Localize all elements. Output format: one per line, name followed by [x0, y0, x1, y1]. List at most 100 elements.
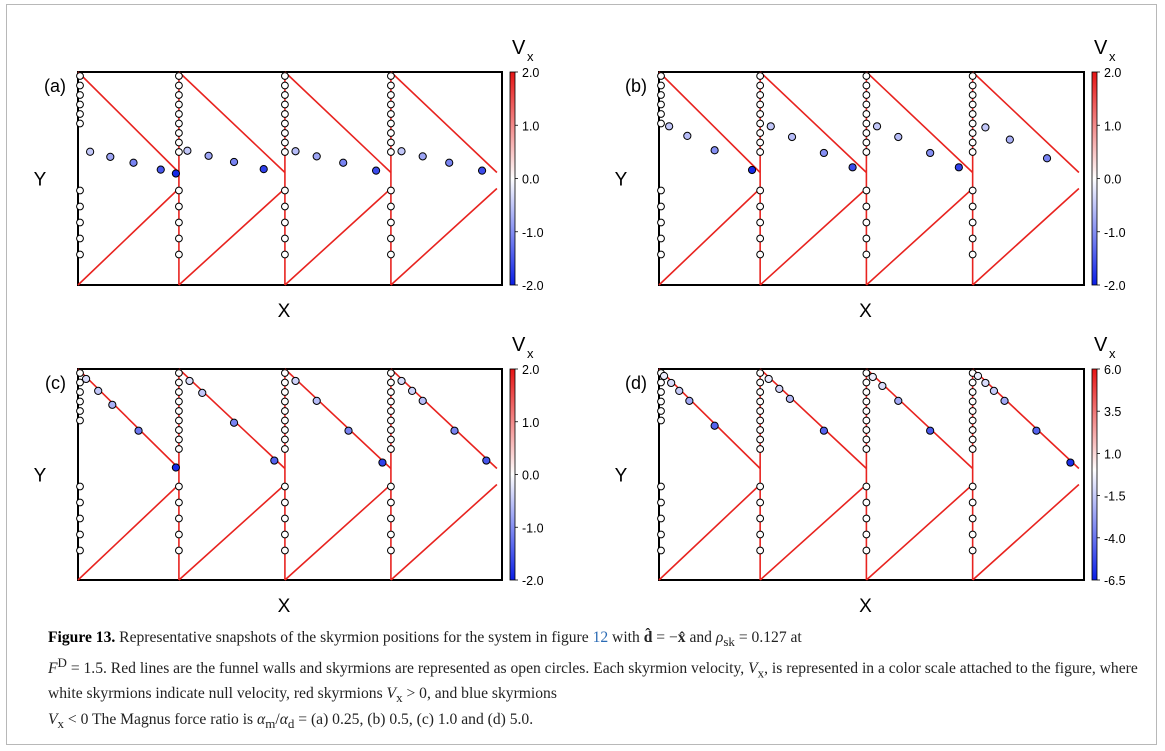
skyrmion [281, 498, 289, 507]
funnel-wall-upper [77, 368, 180, 470]
skyrmion [862, 514, 871, 523]
skyrmion [968, 234, 977, 243]
skyrmion [76, 369, 84, 377]
skyrmion [175, 397, 183, 406]
skyrmion [175, 416, 183, 425]
skyrmion [387, 482, 395, 491]
skyrmion [968, 397, 977, 406]
skyrmion [387, 234, 395, 243]
skyrmion [862, 369, 871, 377]
colorbar-tick-label: -2.0 [1104, 279, 1126, 293]
colorbar-title-subscript: x [1109, 49, 1116, 64]
skyrmion [756, 250, 765, 259]
skyrmion-moving [312, 152, 321, 161]
funnel-wall-lower [284, 483, 392, 581]
skyrmion [756, 148, 765, 156]
skyrmion-moving [185, 376, 194, 386]
skyrmion-moving [183, 146, 192, 155]
skyrmion [756, 397, 765, 406]
colorbar-tick-label: -6.5 [1104, 574, 1126, 588]
skyrmion [862, 416, 871, 425]
skyrmion [756, 234, 765, 243]
skyrmion [657, 388, 665, 396]
caption-label: Figure 13. [48, 629, 116, 646]
skyrmion [281, 482, 289, 491]
skyrmion [175, 138, 183, 147]
skyrmion-moving [926, 148, 935, 158]
funnel-wall-upper [658, 71, 761, 174]
colorbar-tick-label: -1.0 [522, 521, 544, 535]
skyrmion [175, 482, 183, 491]
skyrmion-moving [397, 376, 406, 386]
skyrmion-moving [171, 169, 180, 178]
skyrmion [175, 250, 183, 259]
skyrmion [968, 218, 977, 227]
funnel-wall-upper [284, 71, 392, 174]
skyrmion [281, 397, 289, 406]
skyrmion-moving [710, 421, 719, 430]
skyrmion [968, 250, 977, 259]
skyrmion-moving [878, 381, 887, 391]
skyrmion [387, 81, 395, 90]
skyrmion-moving [1000, 396, 1009, 405]
funnel-wall-upper [77, 71, 180, 174]
y-axis-label: Y [615, 170, 628, 191]
figure-ref-link[interactable]: 12 [592, 629, 609, 646]
skyrmion [756, 91, 765, 99]
x-axis-label: X [859, 301, 872, 322]
skyrmion [657, 202, 665, 211]
funnel-wall-lower [77, 483, 180, 581]
skyrmion [862, 148, 871, 156]
skyrmion [756, 445, 765, 453]
skyrmion-moving [445, 158, 454, 167]
skyrmion [387, 72, 395, 80]
colorbar [509, 71, 516, 286]
skyrmion [175, 119, 183, 128]
skyrmion [281, 388, 289, 396]
skyrmion-moving [659, 371, 669, 381]
skyrmion [175, 91, 183, 99]
skyrmion [175, 202, 183, 211]
skyrmion [657, 91, 665, 99]
skyrmion [657, 110, 665, 118]
skyrmion [387, 514, 395, 523]
skyrmion [281, 218, 289, 227]
skyrmion-moving [683, 131, 692, 140]
skyrmion-moving [747, 165, 757, 175]
skyrmion-moving [129, 158, 138, 167]
skyrmion [756, 72, 765, 80]
funnel-wall-upper [390, 71, 498, 174]
colorbar-title: V [512, 334, 526, 356]
skyrmion [281, 426, 289, 434]
skyrmion [387, 546, 395, 555]
plot-frame [658, 71, 1085, 286]
skyrmion-moving [872, 122, 882, 131]
skyrmion [76, 218, 84, 227]
skyrmion [968, 186, 977, 195]
skyrmion [281, 378, 289, 387]
skyrmion [281, 530, 289, 539]
colorbar-title-subscript: x [527, 49, 534, 64]
skyrmion [862, 445, 871, 453]
skyrmion [657, 416, 665, 425]
skyrmion [281, 202, 289, 211]
skyrmion [756, 378, 765, 387]
skyrmion [76, 186, 84, 195]
skyrmion [756, 186, 765, 195]
skyrmion-moving [1032, 426, 1041, 435]
skyrmion [756, 129, 765, 137]
skyrmion [756, 482, 765, 491]
skyrmion-moving [787, 132, 797, 142]
skyrmion [281, 186, 289, 195]
skyrmion-moving [868, 372, 877, 382]
skyrmion [76, 546, 84, 555]
skyrmion [657, 482, 665, 491]
skyrmion [387, 416, 395, 425]
skyrmion [862, 81, 871, 90]
skyrmion [862, 378, 871, 387]
x-axis-label: X [278, 301, 291, 322]
skyrmion [76, 514, 84, 523]
skyrmion [756, 388, 765, 396]
funnel-wall-upper [658, 368, 761, 470]
panel-label: (c) [45, 373, 66, 393]
